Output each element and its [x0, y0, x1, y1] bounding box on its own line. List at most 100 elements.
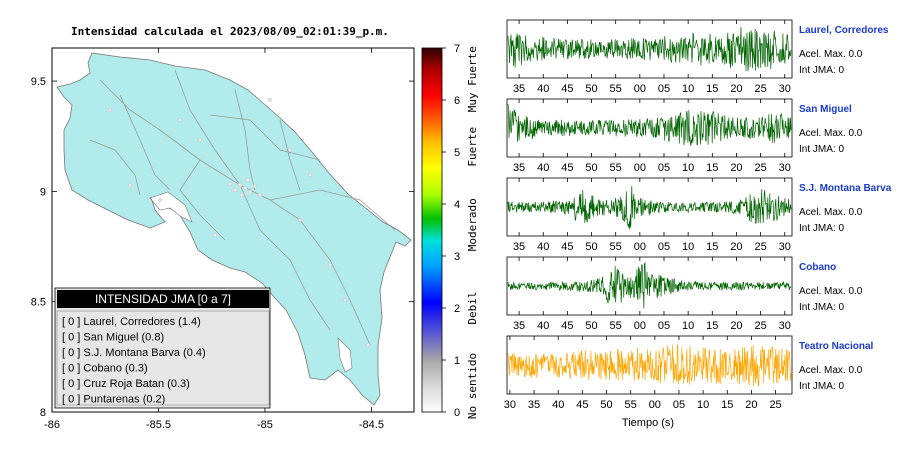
legend-item: [ 0 ] Cruz Roja Batan (0.3)	[62, 378, 190, 390]
waveform-tick-label: 35	[528, 399, 540, 411]
map-x-tick-label: -84.5	[359, 419, 384, 431]
golfo-dulce	[337, 337, 353, 373]
waveform-tick-label: 50	[585, 162, 597, 174]
waveform-tick-label: 25	[754, 241, 766, 253]
waveform-tick-label: 00	[649, 399, 661, 411]
road-network	[89, 69, 396, 346]
map-x-tick-label: -85	[257, 419, 273, 431]
waveform-tick-label: 55	[625, 399, 637, 411]
waveform-panels: 35 40 45 50 55 00 05 10 15 20 25 30 Laurel, Corredor…	[504, 19, 892, 411]
waveform-tick-label: 30	[779, 83, 791, 95]
waveform-frame	[506, 98, 793, 158]
waveform-tick-label: 40	[552, 399, 564, 411]
station-accel: Acel. Max. 0.0	[799, 365, 863, 376]
waveform-tick-label: 15	[706, 320, 718, 332]
station-intensity: Int JMA: 0	[799, 144, 844, 155]
waveform-tick-label: 10	[697, 399, 709, 411]
waveform-tick-label: 15	[706, 83, 718, 95]
time-axis-label: Tiempo (s)	[622, 417, 674, 429]
waveform-tick-label: 20	[730, 320, 742, 332]
legend-item: [ 0 ] Puntarenas (0.2)	[62, 394, 165, 406]
station-name: Laurel, Corredores	[799, 25, 889, 36]
waveform-tick-label: 10	[682, 162, 694, 174]
map-y-tick-label: 9	[40, 186, 46, 198]
waveform-tick-label: 55	[610, 241, 622, 253]
colorbar-tick-label: 2	[454, 303, 460, 315]
colorbar-category-label: Fuerte	[466, 127, 479, 167]
waveform-tick-label: 10	[682, 241, 694, 253]
waveform-tick-label: 30	[779, 162, 791, 174]
waveform-trace	[507, 261, 792, 309]
waveform-tick-label: 50	[585, 241, 597, 253]
waveform-tick-label: 25	[754, 162, 766, 174]
costa-rica-landmass	[56, 52, 412, 406]
waveform-tick-label: 45	[576, 399, 588, 411]
colorbar-category-label: Moderado	[466, 198, 479, 251]
waveform-tick-label: 40	[537, 162, 549, 174]
waveform-tick-label: 10	[682, 320, 694, 332]
map-y-tick-label: 9.5	[31, 76, 46, 88]
colorbar-category-label: Debil	[466, 291, 479, 324]
station-intensity: Int JMA: 0	[799, 65, 844, 76]
station-name: San Miguel	[799, 104, 852, 115]
waveform-panel: 35 40 45 50 55 00 05 10 15 20 25 30 Cobano Acel. Max.…	[506, 256, 863, 332]
map-y-axis: 9.5 9 8.5 8	[31, 76, 414, 419]
waveform-tick-label: 45	[561, 83, 573, 95]
colorbar-category-label: No sentido	[466, 353, 479, 419]
legend-title-bar	[57, 290, 269, 308]
waveform-tick-label: 20	[745, 399, 757, 411]
station-accel: Acel. Max. 0.0	[799, 207, 863, 218]
waveform-trace	[507, 104, 792, 146]
waveform-panel: 35 40 45 50 55 00 05 10 15 20 25 30 San Miguel Acel. …	[506, 98, 863, 174]
waveform-tick-label: 05	[673, 399, 685, 411]
station-accel: Acel. Max. 0.0	[799, 286, 863, 297]
waveform-tick-label: 55	[610, 320, 622, 332]
colorbar-tick-label: 0	[454, 407, 460, 419]
waveform-panel: 35 40 45 50 55 00 05 10 15 20 25 30 Laurel, Corredor…	[506, 19, 889, 95]
waveform-tick-label: 30	[504, 399, 516, 411]
station-intensity: Int JMA: 0	[799, 223, 844, 234]
station-name: S.J. Montana Barva	[799, 183, 892, 194]
map-y-tick-label: 8	[40, 407, 46, 419]
waveform-tick-label: 35	[513, 83, 525, 95]
waveform-tick-label: 40	[537, 320, 549, 332]
waveform-tick-label: 15	[706, 241, 718, 253]
station-intensity: Int JMA: 0	[799, 381, 844, 392]
waveform-tick-label: 00	[634, 320, 646, 332]
waveform-tick-label: 00	[634, 162, 646, 174]
waveform-tick-label: 25	[754, 83, 766, 95]
station-name: Cobano	[799, 262, 836, 273]
waveform-tick-label: 00	[634, 241, 646, 253]
station-intensity: Int JMA: 0	[799, 302, 844, 313]
page-title: Intensidad calculada el 2023/08/09_02:01…	[71, 25, 389, 38]
intensity-legend: INTENSIDAD JMA [0 a 7] [ 0 ] Laurel, Cor…	[54, 287, 271, 409]
legend-item: [ 0 ] Laurel, Corredores (1.4)	[62, 316, 201, 328]
map-x-tick-label: -86	[44, 419, 60, 431]
colorbar-tick-label: 7	[454, 43, 460, 55]
waveform-tick-label: 05	[658, 83, 670, 95]
colorbar-category-label: Muy Fuerte	[466, 46, 479, 112]
waveform-tick-label: 15	[721, 399, 733, 411]
colorbar-tick-label: 1	[454, 355, 460, 367]
waveform-trace	[507, 344, 792, 387]
legend-item: [ 0 ] S.J. Montana Barva (0.4)	[62, 347, 206, 359]
waveform-tick-label: 25	[769, 399, 781, 411]
waveform-tick-label: 05	[658, 162, 670, 174]
map-x-axis: -86 -85.5 -85 -84.5	[44, 48, 384, 431]
waveform-tick-label: 25	[754, 320, 766, 332]
legend-item: [ 0 ] San Miguel (0.8)	[62, 332, 164, 344]
waveform-tick-label: 30	[779, 320, 791, 332]
station-name: Teatro Nacional	[799, 341, 873, 352]
map-y-tick-label: 8.5	[31, 297, 46, 309]
waveform-tick-label: 45	[561, 320, 573, 332]
waveform-tick-label: 20	[730, 162, 742, 174]
colorbar-scale	[421, 47, 443, 413]
station-accel: Acel. Max. 0.0	[799, 49, 863, 60]
waveform-panel: 35 40 45 50 55 00 05 10 15 20 25 30 S.J. Montana Bar…	[506, 177, 892, 253]
waveform-tick-label: 40	[537, 241, 549, 253]
waveform-trace	[507, 27, 792, 72]
waveform-tick-label: 50	[585, 320, 597, 332]
waveform-tick-label: 10	[682, 83, 694, 95]
waveform-tick-label: 35	[513, 320, 525, 332]
waveform-tick-label: 55	[610, 162, 622, 174]
